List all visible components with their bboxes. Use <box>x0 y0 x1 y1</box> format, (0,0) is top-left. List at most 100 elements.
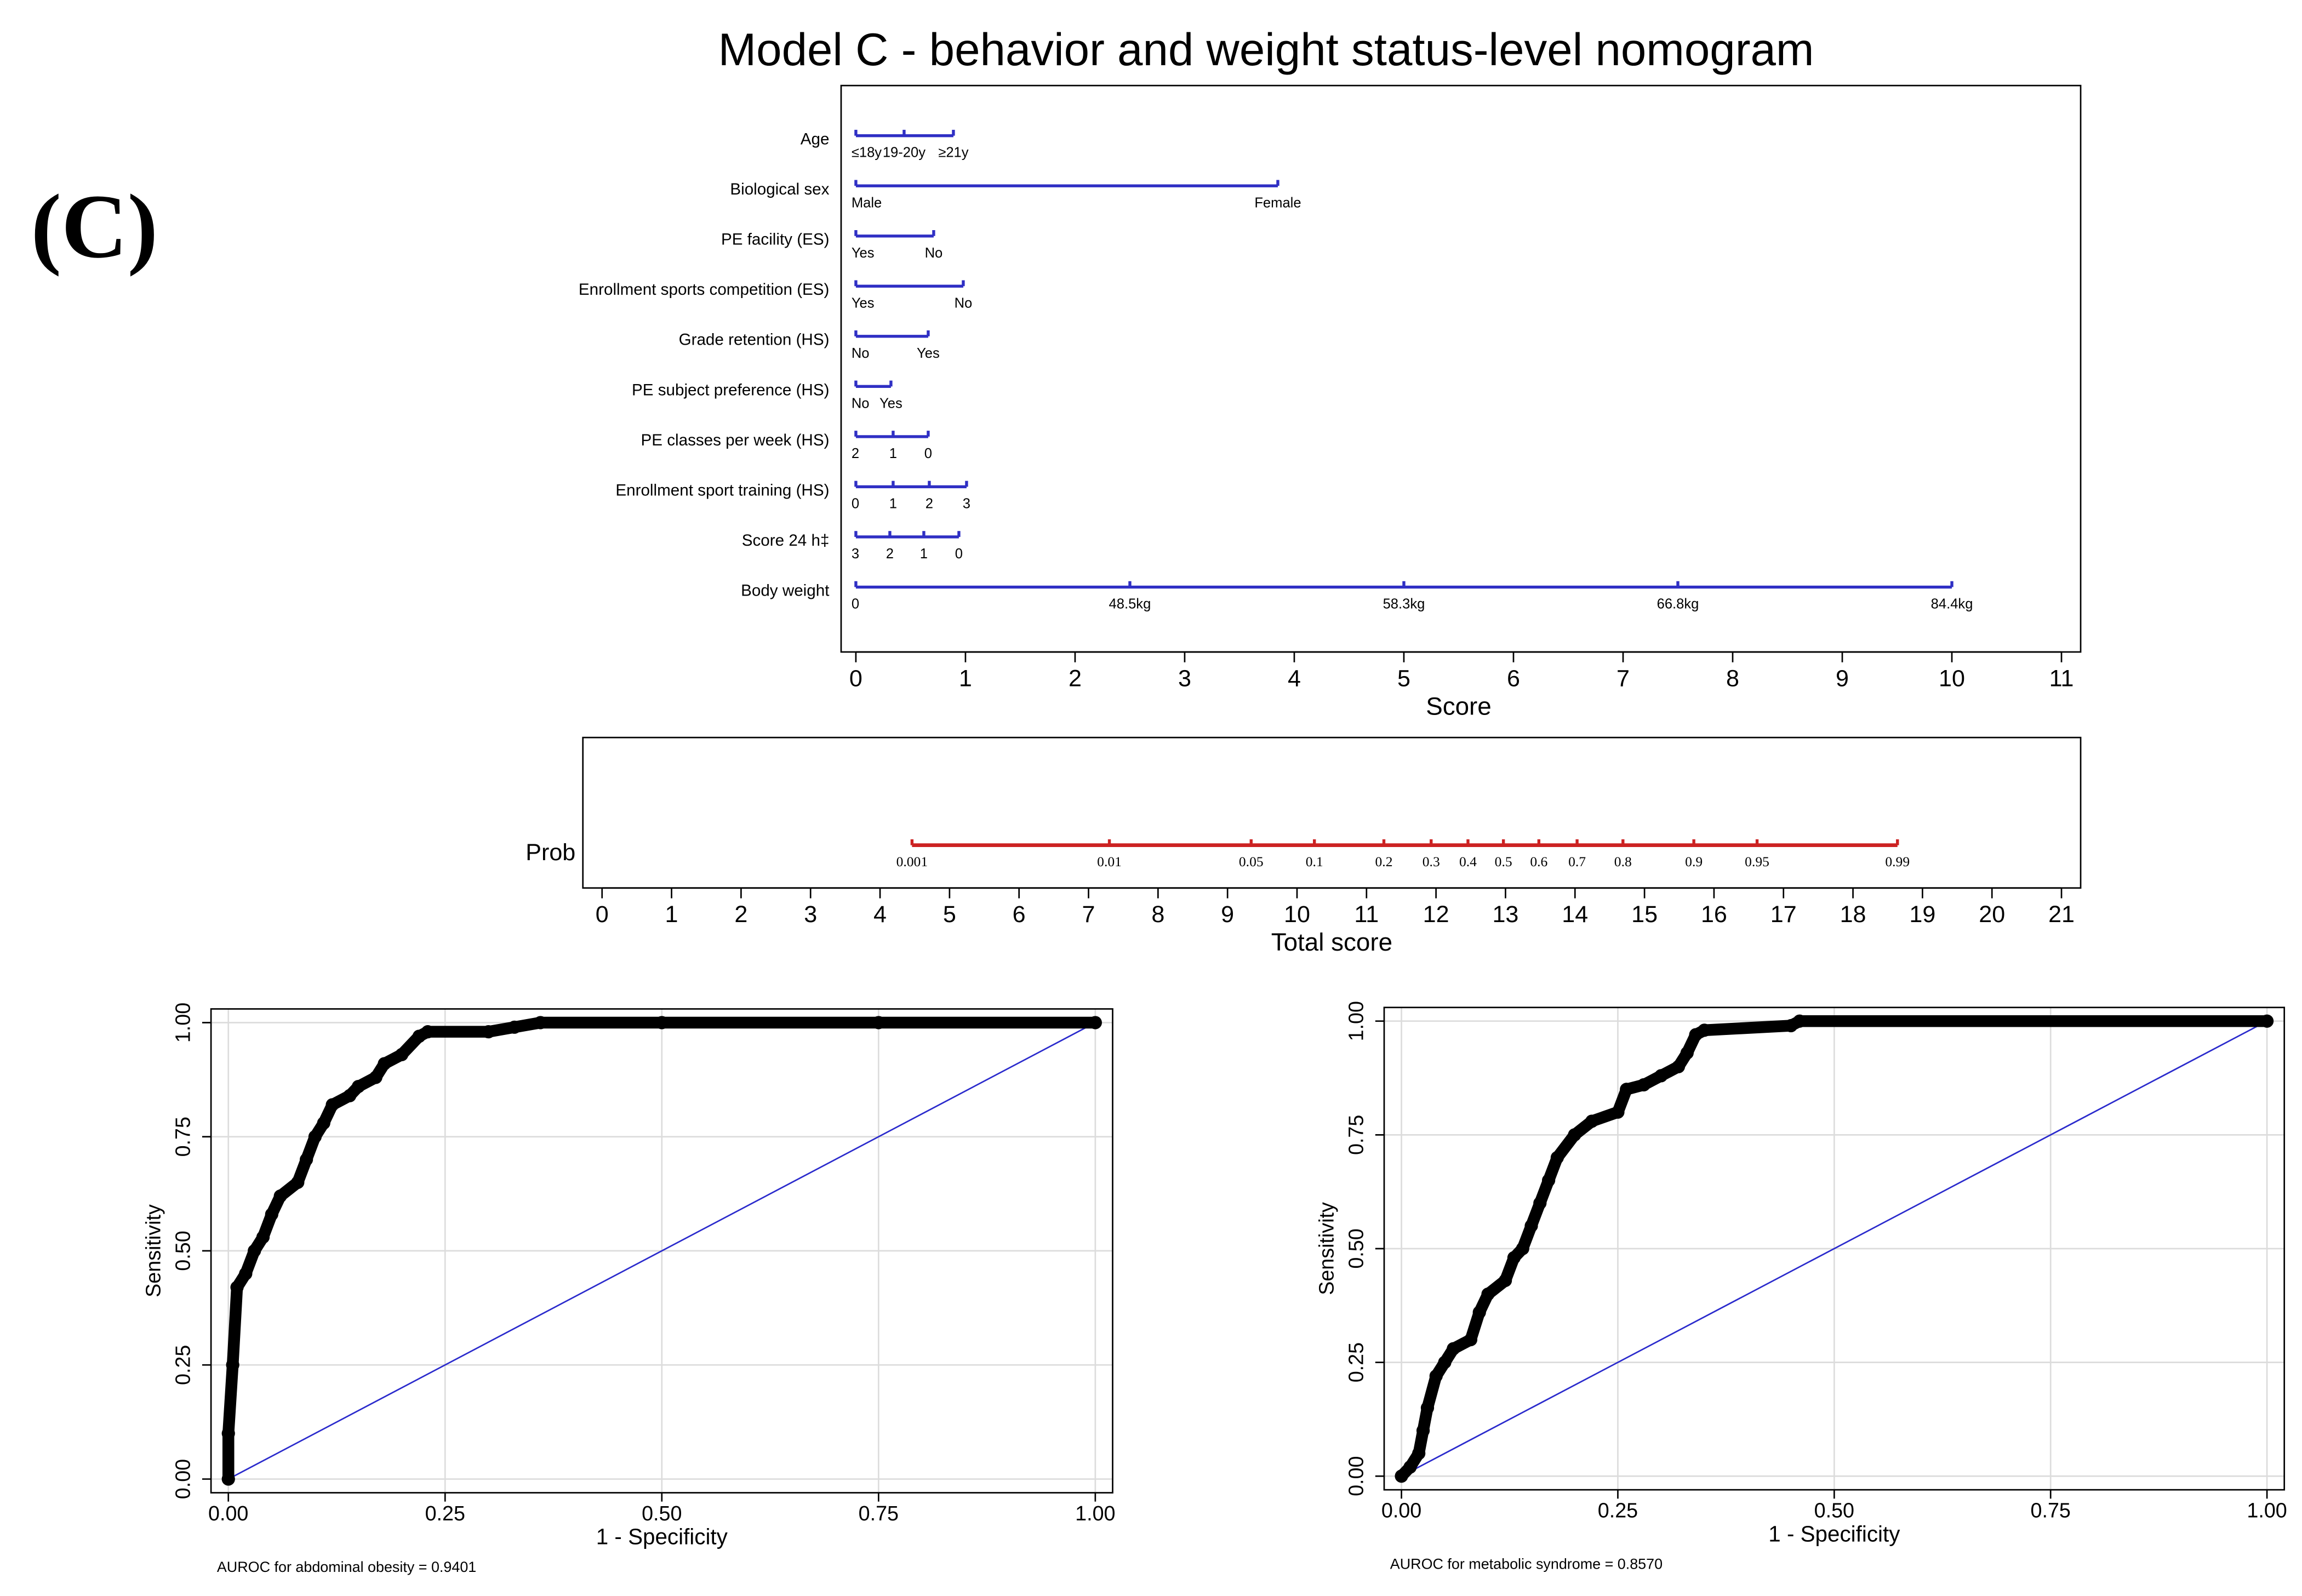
roc-point <box>265 1208 278 1221</box>
x-tick-label: 6 <box>1013 901 1026 928</box>
row-point-label: 1 <box>889 496 897 511</box>
row-point-label: 19-20y <box>883 145 926 161</box>
x-tick-label: 15 <box>1631 901 1658 928</box>
roc-point <box>317 1116 330 1130</box>
row-point-label: No <box>955 295 973 311</box>
roc-point <box>1420 1401 1435 1415</box>
prob-label: 0.001 <box>896 854 928 869</box>
prob-label: 0.1 <box>1306 854 1323 869</box>
row-point-label: Yes <box>917 346 940 361</box>
x-tick-label: 17 <box>1770 901 1797 928</box>
roc-point <box>1088 1016 1102 1029</box>
roc-point <box>1438 1355 1452 1369</box>
roc-point <box>1416 1424 1430 1438</box>
x-tick-label: 0 <box>849 665 862 691</box>
row-label: Enrollment sport training (HS) <box>615 481 829 499</box>
row-point-label: 3 <box>963 496 970 511</box>
row-point-label: 84.4kg <box>1931 597 1973 612</box>
roc-point <box>1698 1023 1711 1037</box>
roc-point <box>534 1016 547 1029</box>
roc-point <box>2260 1014 2274 1028</box>
roc-point <box>1620 1083 1633 1096</box>
roc-point <box>421 1025 435 1039</box>
row-point-label: 58.3kg <box>1383 597 1425 612</box>
row-label: PE classes per week (HS) <box>641 431 829 449</box>
x-tick-label: 18 <box>1840 901 1866 928</box>
roc-point <box>1550 1151 1564 1164</box>
roc-point <box>230 1280 244 1294</box>
row-point-label: Yes <box>879 396 902 411</box>
x-tick-label: 4 <box>1288 665 1301 691</box>
plot-frame <box>840 84 2082 653</box>
chart-title: Model C - behavior and weight status-lev… <box>718 24 1814 75</box>
panel-label: (C) <box>31 176 158 277</box>
x-axis-label: Total score <box>1271 928 1392 956</box>
x-tick-label: 8 <box>1151 901 1164 928</box>
roc-point <box>1516 1242 1529 1256</box>
x-tick-label: 9 <box>1836 665 1849 691</box>
x-tick-label: 7 <box>1616 665 1630 691</box>
x-axis-label: 1 - Specificity <box>596 1524 728 1549</box>
roc-point <box>291 1175 305 1189</box>
x-tick-label: 16 <box>1701 901 1727 928</box>
roc-point <box>507 1020 521 1034</box>
prob-label: 0.4 <box>1459 854 1477 869</box>
prob-label: 0.3 <box>1423 854 1440 869</box>
roc-point <box>273 1189 287 1203</box>
roc-point <box>343 1089 357 1102</box>
row-label: Enrollment sports competition (ES) <box>579 281 830 299</box>
row-point-label: 3 <box>852 546 859 562</box>
y-axis-label: Sensitivity <box>142 1204 165 1297</box>
row-point-label: 0 <box>852 496 859 511</box>
row-point-label: ≤18y <box>852 145 882 161</box>
x-tick-label: 0.75 <box>859 1502 899 1525</box>
note: AUROC for abdominal obesity = 0.9401 <box>217 1559 476 1575</box>
roc-point <box>226 1358 239 1372</box>
row-point-label: 0 <box>955 546 963 562</box>
roc-point <box>221 1472 235 1486</box>
x-tick-label: 1.00 <box>2247 1498 2287 1521</box>
reference-line <box>228 1022 1096 1480</box>
x-tick-label: 1 <box>665 901 678 928</box>
roc-point <box>1533 1196 1547 1210</box>
roc-point <box>1541 1174 1556 1187</box>
roc-point <box>1671 1060 1686 1073</box>
roc-point <box>1637 1078 1650 1092</box>
x-tick-label: 7 <box>1082 901 1095 928</box>
prob-label: 0.6 <box>1530 854 1547 869</box>
x-tick-label: 19 <box>1909 901 1935 928</box>
x-axis-label: 1 - Specificity <box>1768 1521 1900 1546</box>
y-tick-label: 0.00 <box>172 1459 195 1499</box>
x-tick-label: 0.50 <box>642 1502 682 1525</box>
roc-point <box>1568 1128 1581 1142</box>
roc-point <box>1507 1251 1521 1265</box>
roc-point <box>239 1267 253 1280</box>
reference-line <box>1401 1020 2267 1477</box>
roc-point <box>248 1244 261 1258</box>
roc-point <box>1654 1069 1668 1083</box>
row-point-label: 2 <box>926 496 933 511</box>
row-point-label: Male <box>852 195 882 210</box>
x-tick-label: 13 <box>1492 901 1518 928</box>
row-point-label: Yes <box>852 295 875 311</box>
row-point-label: 1 <box>920 546 928 562</box>
row-point-label: ≥21y <box>938 145 968 161</box>
x-tick-label: 10 <box>1939 665 1965 691</box>
row-label: Age <box>801 130 830 148</box>
row-point-label: 0 <box>924 446 932 461</box>
roc-point <box>655 1016 669 1029</box>
y-tick-label: 0.50 <box>1344 1228 1367 1268</box>
y-tick-label: 0.25 <box>1344 1342 1367 1382</box>
x-tick-label: 2 <box>734 901 747 928</box>
x-axis-label: Score <box>1426 692 1492 720</box>
row-point-label: Yes <box>852 245 875 261</box>
roc-point <box>1412 1446 1426 1460</box>
row-label: Biological sex <box>730 180 829 198</box>
roc-point <box>300 1153 313 1166</box>
roc-point <box>221 1427 235 1440</box>
x-tick-label: 1 <box>959 665 972 691</box>
row-point-label: 2 <box>852 446 859 461</box>
row-label: Score 24 h‡ <box>742 531 830 550</box>
x-tick-label: 0.00 <box>208 1502 248 1525</box>
